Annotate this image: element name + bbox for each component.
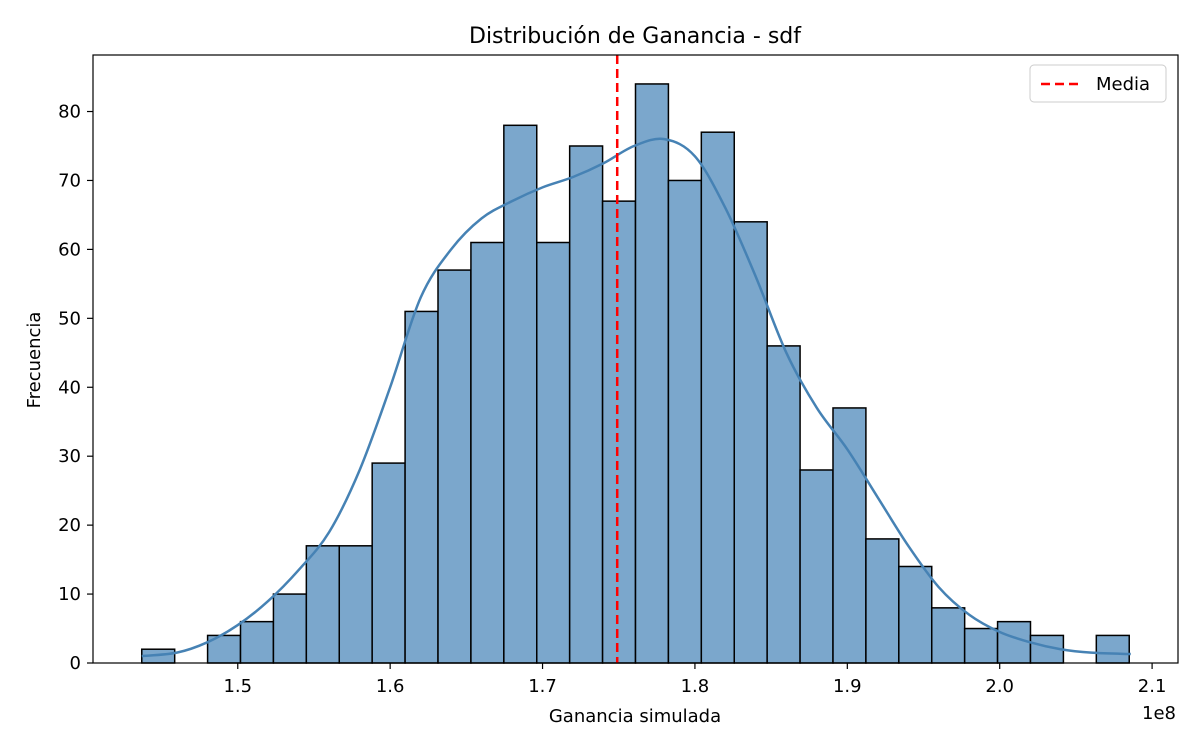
- histogram-bar: [667, 179, 703, 664]
- y-axis-ticks: 0 10 20 30 40 50 60 70 80: [58, 102, 93, 674]
- y-tick-label: 20: [58, 515, 81, 536]
- x-tick-label: 1.5: [223, 676, 252, 697]
- histogram-bar: [634, 83, 670, 664]
- y-tick-label: 50: [58, 308, 81, 329]
- x-tick-label: 1.8: [681, 676, 710, 697]
- histogram-bar: [996, 620, 1032, 664]
- histogram-bar: [799, 469, 834, 664]
- histogram-bar: [503, 124, 538, 664]
- y-tick-label: 70: [58, 170, 81, 191]
- histogram-bar: [470, 241, 505, 664]
- legend-mean-label: Media: [1096, 74, 1150, 95]
- plot-frame: [92, 54, 1179, 664]
- histogram-bar: [865, 538, 900, 664]
- y-axis-label: Frecuencia: [24, 312, 45, 409]
- histogram-bar: [898, 565, 933, 664]
- histogram-bar: [930, 607, 966, 664]
- x-axis-offset-text: 1e8: [1142, 703, 1176, 724]
- x-axis-label: Ganancia simulada: [549, 706, 721, 727]
- histogram-bar: [404, 310, 439, 664]
- y-tick-label: 0: [70, 653, 81, 674]
- histogram-bar: [766, 345, 801, 664]
- kde-curve: [141, 137, 1131, 658]
- histogram-bar: [239, 620, 275, 664]
- histogram-bar: [338, 545, 373, 664]
- histogram-bar: [305, 545, 341, 664]
- y-tick-label: 10: [58, 584, 81, 605]
- histogram-bar: [568, 145, 604, 664]
- histogram-bar: [700, 131, 735, 664]
- x-tick-label: 1.9: [833, 676, 862, 697]
- histogram-bar: [1095, 634, 1130, 664]
- x-tick-label: 1.6: [376, 676, 405, 697]
- x-tick-label: 1.7: [528, 676, 557, 697]
- x-tick-label: 2.0: [985, 676, 1014, 697]
- histogram-bar: [437, 269, 472, 664]
- histogram-bars: [141, 83, 1130, 664]
- y-tick-label: 80: [58, 102, 81, 123]
- histogram-bar: [371, 462, 406, 664]
- x-axis-ticks: 1.5 1.6 1.7 1.8 1.9 2.0 2.1: [223, 663, 1166, 697]
- chart-title: Distribución de Ganancia - sdf: [469, 24, 802, 49]
- histogram-bar: [733, 221, 768, 664]
- legend: Media: [1029, 64, 1167, 103]
- histogram-bar: [963, 627, 999, 664]
- histogram-bar: [536, 241, 571, 664]
- histogram-bar: [832, 407, 867, 664]
- histogram-bar: [601, 200, 637, 664]
- y-tick-label: 30: [58, 446, 81, 467]
- legend-box: [1029, 64, 1167, 103]
- y-tick-label: 60: [58, 239, 81, 260]
- histogram-bar: [272, 593, 308, 664]
- y-tick-label: 40: [58, 377, 81, 398]
- x-tick-label: 2.1: [1138, 676, 1167, 697]
